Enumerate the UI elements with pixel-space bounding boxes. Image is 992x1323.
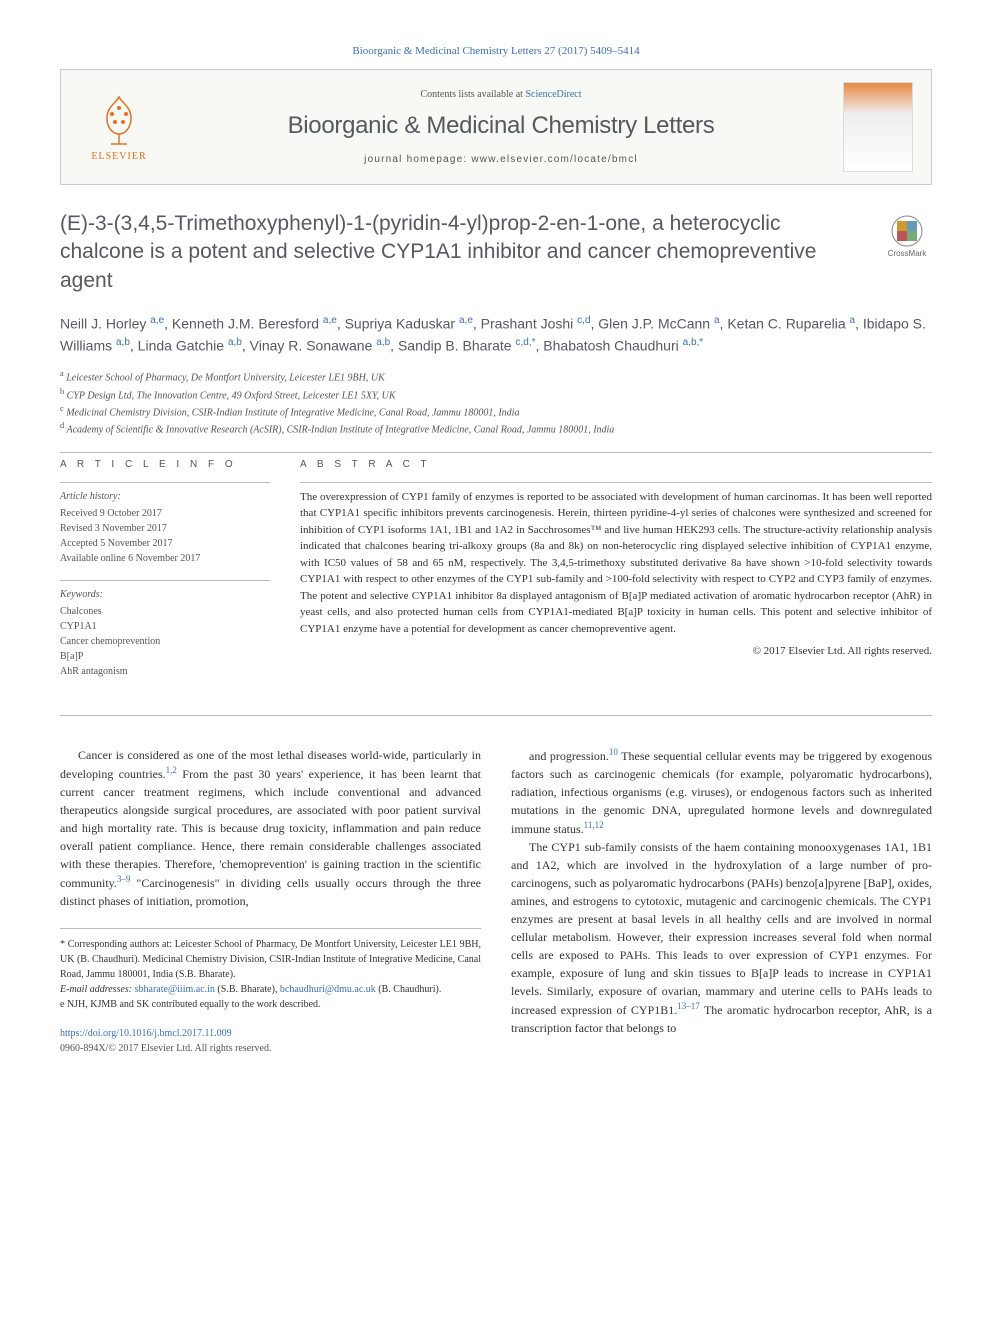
affiliation-item: c Medicinal Chemistry Division, CSIR-Ind… bbox=[60, 403, 932, 420]
history-label: Article history: bbox=[60, 489, 270, 504]
article-title-text: (E)-3-(3,4,5-Trimethoxyphenyl)-1-(pyridi… bbox=[60, 212, 816, 292]
crossmark-label: CrossMark bbox=[882, 249, 932, 260]
rule bbox=[60, 715, 932, 716]
journal-cover-thumbnail bbox=[843, 82, 913, 172]
history-item: Accepted 5 November 2017 bbox=[60, 536, 270, 551]
rule bbox=[60, 482, 270, 483]
email-line: E-mail addresses: sbharate@iiim.ac.in (S… bbox=[60, 982, 481, 997]
history-item: Available online 6 November 2017 bbox=[60, 551, 270, 566]
rule bbox=[60, 452, 932, 453]
affiliation-list: a Leicester School of Pharmacy, De Montf… bbox=[60, 368, 932, 437]
homepage-url[interactable]: www.elsevier.com/locate/bmcl bbox=[471, 154, 637, 165]
crossmark-icon bbox=[891, 215, 923, 247]
keyword-item: B[a]P bbox=[60, 649, 270, 664]
footnotes: * Corresponding authors at: Leicester Sc… bbox=[60, 928, 481, 1056]
history-item: Revised 3 November 2017 bbox=[60, 521, 270, 536]
abstract-copyright: © 2017 Elsevier Ltd. All rights reserved… bbox=[300, 645, 932, 657]
publisher-logo-cell: ELSEVIER bbox=[79, 92, 159, 162]
doi-copyright: 0960-894X/© 2017 Elsevier Ltd. All right… bbox=[60, 1041, 481, 1056]
body-text: Cancer is considered as one of the most … bbox=[60, 746, 932, 1056]
email-who: (B. Chaudhuri). bbox=[376, 984, 442, 995]
corresponding-author-note: * Corresponding authors at: Leicester Sc… bbox=[60, 937, 481, 982]
article-title: (E)-3-(3,4,5-Trimethoxyphenyl)-1-(pyridi… bbox=[60, 210, 932, 295]
equal-contribution-note: e NJH, KJMB and SK contributed equally t… bbox=[60, 997, 481, 1012]
abstract-heading: A B S T R A C T bbox=[300, 459, 932, 470]
elsevier-tree-icon bbox=[97, 92, 142, 147]
affiliation-item: d Academy of Scientific & Innovative Res… bbox=[60, 420, 932, 437]
email-who: (S.B. Bharate), bbox=[215, 984, 280, 995]
homepage-prefix: journal homepage: bbox=[364, 154, 471, 165]
affiliation-item: b CYP Design Ltd, The Innovation Centre,… bbox=[60, 386, 932, 403]
sciencedirect-link[interactable]: ScienceDirect bbox=[525, 89, 581, 100]
rule bbox=[300, 482, 932, 483]
abstract-column: A B S T R A C T The overexpression of CY… bbox=[300, 459, 932, 693]
history-item: Received 9 October 2017 bbox=[60, 506, 270, 521]
keyword-item: Chalcones bbox=[60, 604, 270, 619]
email-label: E-mail addresses: bbox=[60, 984, 132, 995]
top-citation: Bioorganic & Medicinal Chemistry Letters… bbox=[60, 45, 932, 57]
author-list: Neill J. Horley a,e, Kenneth J.M. Beresf… bbox=[60, 313, 932, 356]
keyword-item: CYP1A1 bbox=[60, 619, 270, 634]
rule bbox=[60, 580, 270, 581]
journal-title: Bioorganic & Medicinal Chemistry Letters bbox=[177, 112, 825, 140]
doi-link[interactable]: https://doi.org/10.1016/j.bmcl.2017.11.0… bbox=[60, 1026, 481, 1041]
body-column-left: Cancer is considered as one of the most … bbox=[60, 746, 481, 1056]
keyword-item: AhR antagonism bbox=[60, 664, 270, 679]
body-paragraph: and progression.10 These sequential cell… bbox=[511, 746, 932, 838]
crossmark-badge[interactable]: CrossMark bbox=[882, 215, 932, 265]
publisher-name: ELSEVIER bbox=[79, 151, 159, 162]
body-paragraph: Cancer is considered as one of the most … bbox=[60, 746, 481, 910]
journal-homepage: journal homepage: www.elsevier.com/locat… bbox=[177, 154, 825, 165]
contents-list-line: Contents lists available at ScienceDirec… bbox=[177, 89, 825, 100]
keywords-label: Keywords: bbox=[60, 587, 270, 602]
email-link[interactable]: bchaudhuri@dmu.ac.uk bbox=[280, 984, 376, 995]
keyword-item: Cancer chemoprevention bbox=[60, 634, 270, 649]
body-column-right: and progression.10 These sequential cell… bbox=[511, 746, 932, 1056]
body-paragraph: The CYP1 sub-family consists of the haem… bbox=[511, 838, 932, 1037]
contents-prefix: Contents lists available at bbox=[420, 89, 525, 100]
email-link[interactable]: sbharate@iiim.ac.in bbox=[135, 984, 215, 995]
abstract-text: The overexpression of CYP1 family of enz… bbox=[300, 489, 932, 638]
article-info-column: A R T I C L E I N F O Article history: R… bbox=[60, 459, 270, 693]
journal-header: ELSEVIER Contents lists available at Sci… bbox=[60, 69, 932, 185]
article-info-heading: A R T I C L E I N F O bbox=[60, 459, 270, 470]
affiliation-item: a Leicester School of Pharmacy, De Montf… bbox=[60, 368, 932, 385]
